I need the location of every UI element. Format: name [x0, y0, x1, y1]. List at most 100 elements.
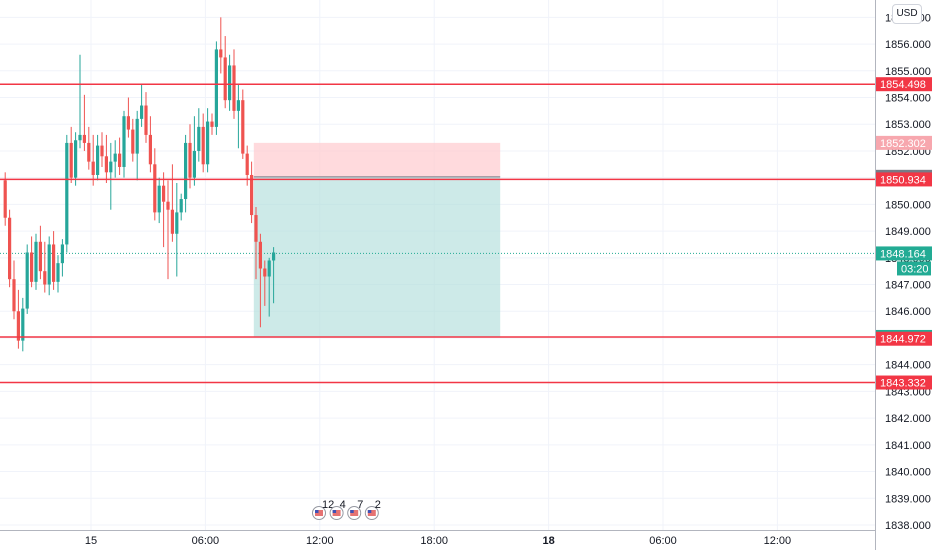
candle-body[interactable]: [201, 126, 205, 165]
candle-body[interactable]: [47, 244, 51, 285]
candle-body[interactable]: [140, 105, 144, 119]
candle-body[interactable]: [30, 252, 34, 282]
current-price-badge: 1848.164: [880, 248, 926, 260]
event-count-label: 4: [340, 499, 346, 511]
candle-body[interactable]: [148, 134, 152, 165]
currency-button[interactable]: USD: [892, 4, 922, 24]
price-axis-tick-label: 1853.000: [885, 119, 931, 131]
candle-body[interactable]: [232, 65, 236, 111]
price-badge-bg: [876, 172, 932, 187]
candle-body[interactable]: [192, 150, 196, 178]
candle-body[interactable]: [206, 121, 210, 165]
candle-body[interactable]: [197, 126, 201, 151]
event-flag-icon-fill: [332, 510, 341, 516]
candle-body[interactable]: [144, 105, 148, 135]
candle-body[interactable]: [236, 100, 240, 111]
candle-body[interactable]: [219, 49, 223, 58]
candle-body[interactable]: [38, 241, 42, 272]
event-flag-icon-fill: [350, 510, 359, 516]
candle-body[interactable]: [214, 49, 218, 127]
candle-body[interactable]: [69, 142, 73, 178]
time-axis-tick-label: 18: [542, 535, 554, 547]
price-badge-bg: [876, 77, 932, 92]
candle-body[interactable]: [170, 209, 174, 234]
candle-body[interactable]: [126, 116, 130, 130]
candle-body[interactable]: [223, 57, 227, 101]
price-axis-tick-label: 1842.000: [885, 413, 931, 425]
price-badge: 1843.332: [880, 378, 926, 390]
candle-body[interactable]: [60, 244, 64, 264]
price-axis-tick-label: 1847.000: [885, 280, 931, 292]
candle-body[interactable]: [43, 271, 47, 285]
candle-body[interactable]: [267, 260, 271, 277]
countdown-badge: 03:20: [901, 263, 929, 275]
candle-body[interactable]: [179, 199, 183, 213]
price-badge: 1844.972: [880, 334, 926, 346]
event-flag-icon-canton: [315, 510, 319, 513]
candle-body[interactable]: [184, 142, 188, 200]
candle-body[interactable]: [272, 252, 276, 261]
candle-body[interactable]: [166, 201, 170, 210]
candle-body[interactable]: [162, 185, 166, 202]
candle-body[interactable]: [87, 142, 91, 162]
candle-body[interactable]: [118, 153, 122, 167]
candle-body[interactable]: [74, 140, 78, 178]
event-count-label: 7: [357, 499, 363, 511]
event-flag-icon-fill: [315, 510, 323, 516]
candle-body[interactable]: [96, 145, 100, 175]
price-axis-tick-label: 1840.000: [885, 467, 931, 479]
candle-body[interactable]: [91, 161, 95, 175]
candle-body[interactable]: [153, 164, 157, 213]
candle-body[interactable]: [258, 241, 262, 269]
candle-body[interactable]: [104, 156, 108, 173]
candle-body[interactable]: [250, 174, 254, 216]
candle-body[interactable]: [210, 121, 214, 127]
candle-body[interactable]: [12, 279, 16, 312]
candle-body[interactable]: [78, 134, 82, 141]
event-flag-icon-canton: [350, 510, 354, 513]
candle-body[interactable]: [34, 241, 38, 282]
price-axis-tick-label: 1854.000: [885, 93, 931, 105]
candle-body[interactable]: [245, 153, 249, 175]
candle-body[interactable]: [82, 134, 86, 143]
candle-body[interactable]: [65, 142, 69, 245]
candle-body[interactable]: [25, 252, 29, 309]
candle-body[interactable]: [254, 215, 258, 242]
candle-body[interactable]: [100, 145, 104, 157]
stop-loss-zone[interactable]: [253, 142, 501, 177]
event-flag-icon-canton: [332, 510, 337, 513]
time-axis-tick-label: 15: [85, 535, 97, 547]
time-axis-tick-label: 06:00: [192, 535, 220, 547]
candle-body[interactable]: [228, 65, 232, 101]
candle-body[interactable]: [263, 268, 267, 277]
time-axis-tick-label: 18:00: [420, 535, 448, 547]
candle-body[interactable]: [109, 161, 113, 173]
price-axis-tick-label: 1850.000: [885, 199, 931, 211]
time-axis-tick-label: 12:00: [764, 535, 792, 547]
candle-body[interactable]: [21, 308, 25, 341]
price-axis-tick-label: 1856.000: [885, 39, 931, 51]
candle-body[interactable]: [241, 100, 245, 154]
candle-body[interactable]: [113, 153, 117, 162]
candle-body[interactable]: [122, 116, 126, 167]
price-badge: 1850.934: [880, 174, 926, 186]
candle-body[interactable]: [16, 311, 20, 341]
candle-body[interactable]: [135, 118, 139, 154]
time-axis-tick-label: 06:00: [649, 535, 677, 547]
candle-body[interactable]: [52, 244, 56, 282]
price-axis-tick-label: 1846.000: [885, 306, 931, 318]
candle-body[interactable]: [56, 263, 60, 282]
event-count-label: 12: [322, 499, 334, 511]
candle-body[interactable]: [3, 180, 7, 218]
candle-body[interactable]: [188, 142, 192, 178]
candle-body[interactable]: [131, 129, 135, 154]
candle-body[interactable]: [8, 217, 12, 280]
take-profit-zone[interactable]: [253, 176, 501, 337]
price-axis-tick-label: 1844.000: [885, 360, 931, 372]
price-badge-bg: [876, 135, 932, 150]
candle-body[interactable]: [175, 212, 179, 234]
candle-body[interactable]: [157, 185, 161, 213]
price-axis-tick-label: 1838.000: [885, 520, 931, 532]
